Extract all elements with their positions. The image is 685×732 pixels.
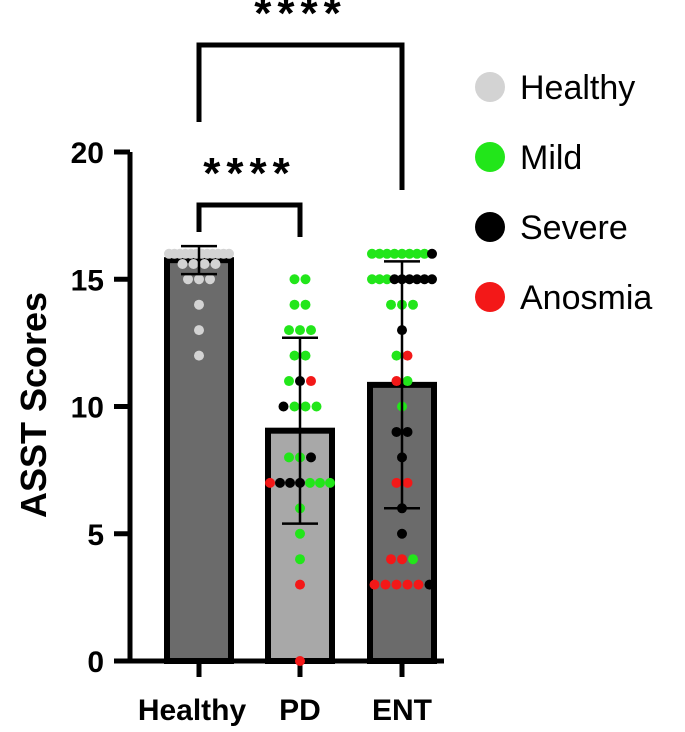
data-point-ent xyxy=(397,248,407,259)
data-point-pd xyxy=(305,477,315,488)
legend-label: Healthy xyxy=(520,69,635,107)
data-point-ent xyxy=(404,274,415,285)
data-point-pd xyxy=(284,325,294,336)
data-point-healthy xyxy=(194,274,204,285)
data-point-ent xyxy=(402,477,413,488)
data-point-ent xyxy=(391,477,402,488)
data-point-pd xyxy=(284,452,294,463)
data-point-ent xyxy=(367,248,377,259)
data-point-ent xyxy=(402,376,413,387)
data-point-ent xyxy=(382,274,392,285)
data-point-healthy xyxy=(194,350,204,361)
data-point-ent xyxy=(391,376,402,387)
data-point-pd xyxy=(284,376,294,387)
legend-marker xyxy=(475,142,505,172)
data-point-ent xyxy=(402,350,413,361)
data-point-pd xyxy=(295,554,305,565)
data-point-ent xyxy=(402,426,413,437)
data-point-ent xyxy=(408,554,418,565)
data-point-ent xyxy=(408,299,418,310)
data-point-healthy xyxy=(194,325,204,336)
data-point-ent xyxy=(419,274,430,285)
data-point-ent xyxy=(427,274,437,285)
x-tick-label: Healthy xyxy=(138,694,247,727)
data-point-ent xyxy=(412,274,422,285)
data-point-pd xyxy=(311,401,322,412)
significance-label: **** xyxy=(203,149,296,198)
data-point-ent xyxy=(413,579,424,590)
data-point-healthy xyxy=(188,258,199,269)
data-point-healthy xyxy=(205,274,215,285)
data-point-ent xyxy=(402,579,413,590)
legend-label: Anosmia xyxy=(520,279,652,317)
data-point-ent xyxy=(391,579,402,590)
data-point-pd xyxy=(300,274,311,285)
legend-marker xyxy=(475,282,505,312)
data-point-pd xyxy=(289,274,300,285)
data-point-pd xyxy=(289,350,300,361)
data-point-pd xyxy=(300,299,311,310)
data-point-ent xyxy=(397,554,407,565)
significance-label: **** xyxy=(254,0,347,38)
data-point-pd xyxy=(278,401,289,412)
data-point-ent xyxy=(391,350,402,361)
data-point-ent xyxy=(427,248,437,259)
bar-healthy xyxy=(164,257,234,664)
data-point-ent xyxy=(397,528,407,539)
plot-area: 0 5 10 15 20 Healthy PD ENT **** **** Healthy Mild S… xyxy=(71,0,653,727)
data-point-ent xyxy=(386,299,396,310)
data-point-ent xyxy=(424,579,435,590)
data-point-ent xyxy=(389,248,400,259)
data-point-pd xyxy=(289,299,300,310)
legend-marker xyxy=(475,212,505,242)
data-point-ent xyxy=(391,426,402,437)
data-point-ent xyxy=(389,274,400,285)
data-point-healthy xyxy=(199,258,210,269)
data-point-pd xyxy=(265,477,275,488)
y-tick-label: 5 xyxy=(87,519,104,552)
data-point-healthy xyxy=(183,274,193,285)
data-point-ent xyxy=(382,248,392,259)
data-point-healthy xyxy=(224,248,234,259)
data-point-healthy xyxy=(210,258,221,269)
y-tick-label: 0 xyxy=(87,646,104,679)
y-tick-label: 10 xyxy=(71,392,104,425)
data-point-pd xyxy=(306,452,316,463)
data-point-pd xyxy=(306,376,316,387)
data-point-pd xyxy=(289,401,300,412)
x-tick-label: PD xyxy=(279,694,321,727)
data-point-ent xyxy=(386,554,396,565)
data-point-ent xyxy=(374,248,385,259)
legend-marker xyxy=(475,72,505,102)
significance-bracket xyxy=(196,42,405,190)
significance-bracket xyxy=(196,202,303,237)
data-point-ent xyxy=(367,274,377,285)
data-point-ent xyxy=(404,248,415,259)
data-point-healthy xyxy=(194,299,204,310)
data-point-ent xyxy=(374,274,385,285)
data-point-healthy xyxy=(177,258,188,269)
data-point-ent xyxy=(380,579,391,590)
legend-label: Severe xyxy=(520,209,628,247)
data-point-ent xyxy=(412,248,422,259)
data-point-ent xyxy=(419,248,430,259)
data-point-pd xyxy=(300,401,311,412)
data-point-pd xyxy=(295,656,305,666)
data-point-pd xyxy=(295,528,305,539)
data-point-pd xyxy=(315,477,325,488)
y-tick-label: 20 xyxy=(71,137,104,170)
legend-label: Mild xyxy=(520,139,582,177)
data-point-pd xyxy=(300,350,311,361)
data-point-pd xyxy=(285,477,295,488)
y-axis-title: ASST Scores xyxy=(13,292,54,518)
data-point-pd xyxy=(306,325,316,336)
y-tick-label: 15 xyxy=(71,264,104,297)
data-point-pd xyxy=(295,325,305,336)
data-point-pd xyxy=(295,579,305,590)
data-point-ent xyxy=(369,579,380,590)
data-point-pd xyxy=(325,477,335,488)
x-tick-label: ENT xyxy=(372,694,432,727)
data-point-pd xyxy=(275,477,285,488)
